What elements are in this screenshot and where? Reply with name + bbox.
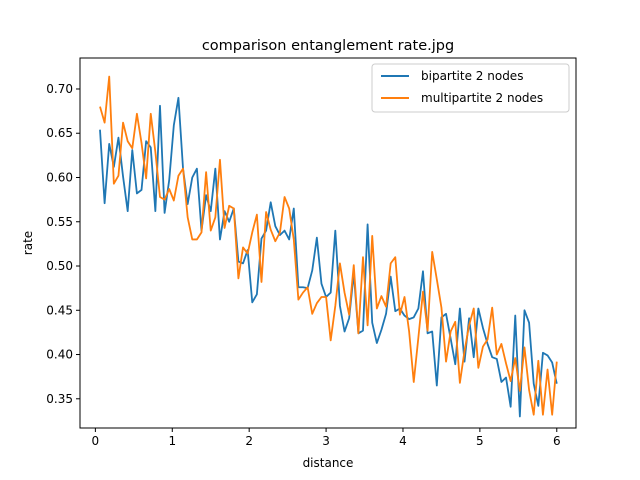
y-axis-ticks: 0.35 0.40 0.45 0.50 0.55 0.60 0.65 0.70 [46, 82, 80, 406]
y-axis-label: rate [21, 231, 35, 255]
y-tick-label: 0.50 [46, 259, 73, 273]
legend: bipartite 2 nodes multipartite 2 nodes [371, 63, 570, 113]
x-tick-label: 4 [399, 434, 407, 448]
series-line-multipartite [99, 75, 558, 416]
chart-title: comparison entanglement rate.jpg [202, 38, 454, 54]
series-line-bipartite [99, 96, 558, 418]
axes-frame [79, 57, 577, 429]
x-tick-label: 3 [322, 434, 330, 448]
y-tick-label: 0.70 [46, 82, 73, 96]
x-tick-label: 0 [92, 434, 100, 448]
x-tick-label: 6 [553, 434, 561, 448]
y-tick-label: 0.45 [46, 303, 73, 317]
legend-label-multipartite: multipartite 2 nodes [421, 91, 543, 105]
legend-box [371, 63, 570, 113]
y-tick-label: 0.60 [46, 170, 73, 184]
y-tick-label: 0.65 [46, 126, 73, 140]
x-tick-label: 2 [245, 434, 253, 448]
x-axis-label: distance [303, 456, 354, 470]
legend-label-bipartite: bipartite 2 nodes [421, 69, 523, 83]
x-axis-ticks: 0 1 2 3 4 5 6 [92, 428, 561, 448]
plot-area: 0 1 2 3 4 5 6 0.35 0.40 0.45 0.50 0.55 0.60 0.65 0.70 [46, 57, 577, 448]
series-layer [99, 75, 558, 418]
x-tick-label: 5 [476, 434, 484, 448]
axes-background [80, 58, 576, 428]
y-tick-label: 0.35 [46, 392, 73, 406]
x-tick-label: 1 [168, 434, 176, 448]
y-tick-label: 0.40 [46, 348, 73, 362]
y-tick-label: 0.55 [46, 215, 73, 229]
